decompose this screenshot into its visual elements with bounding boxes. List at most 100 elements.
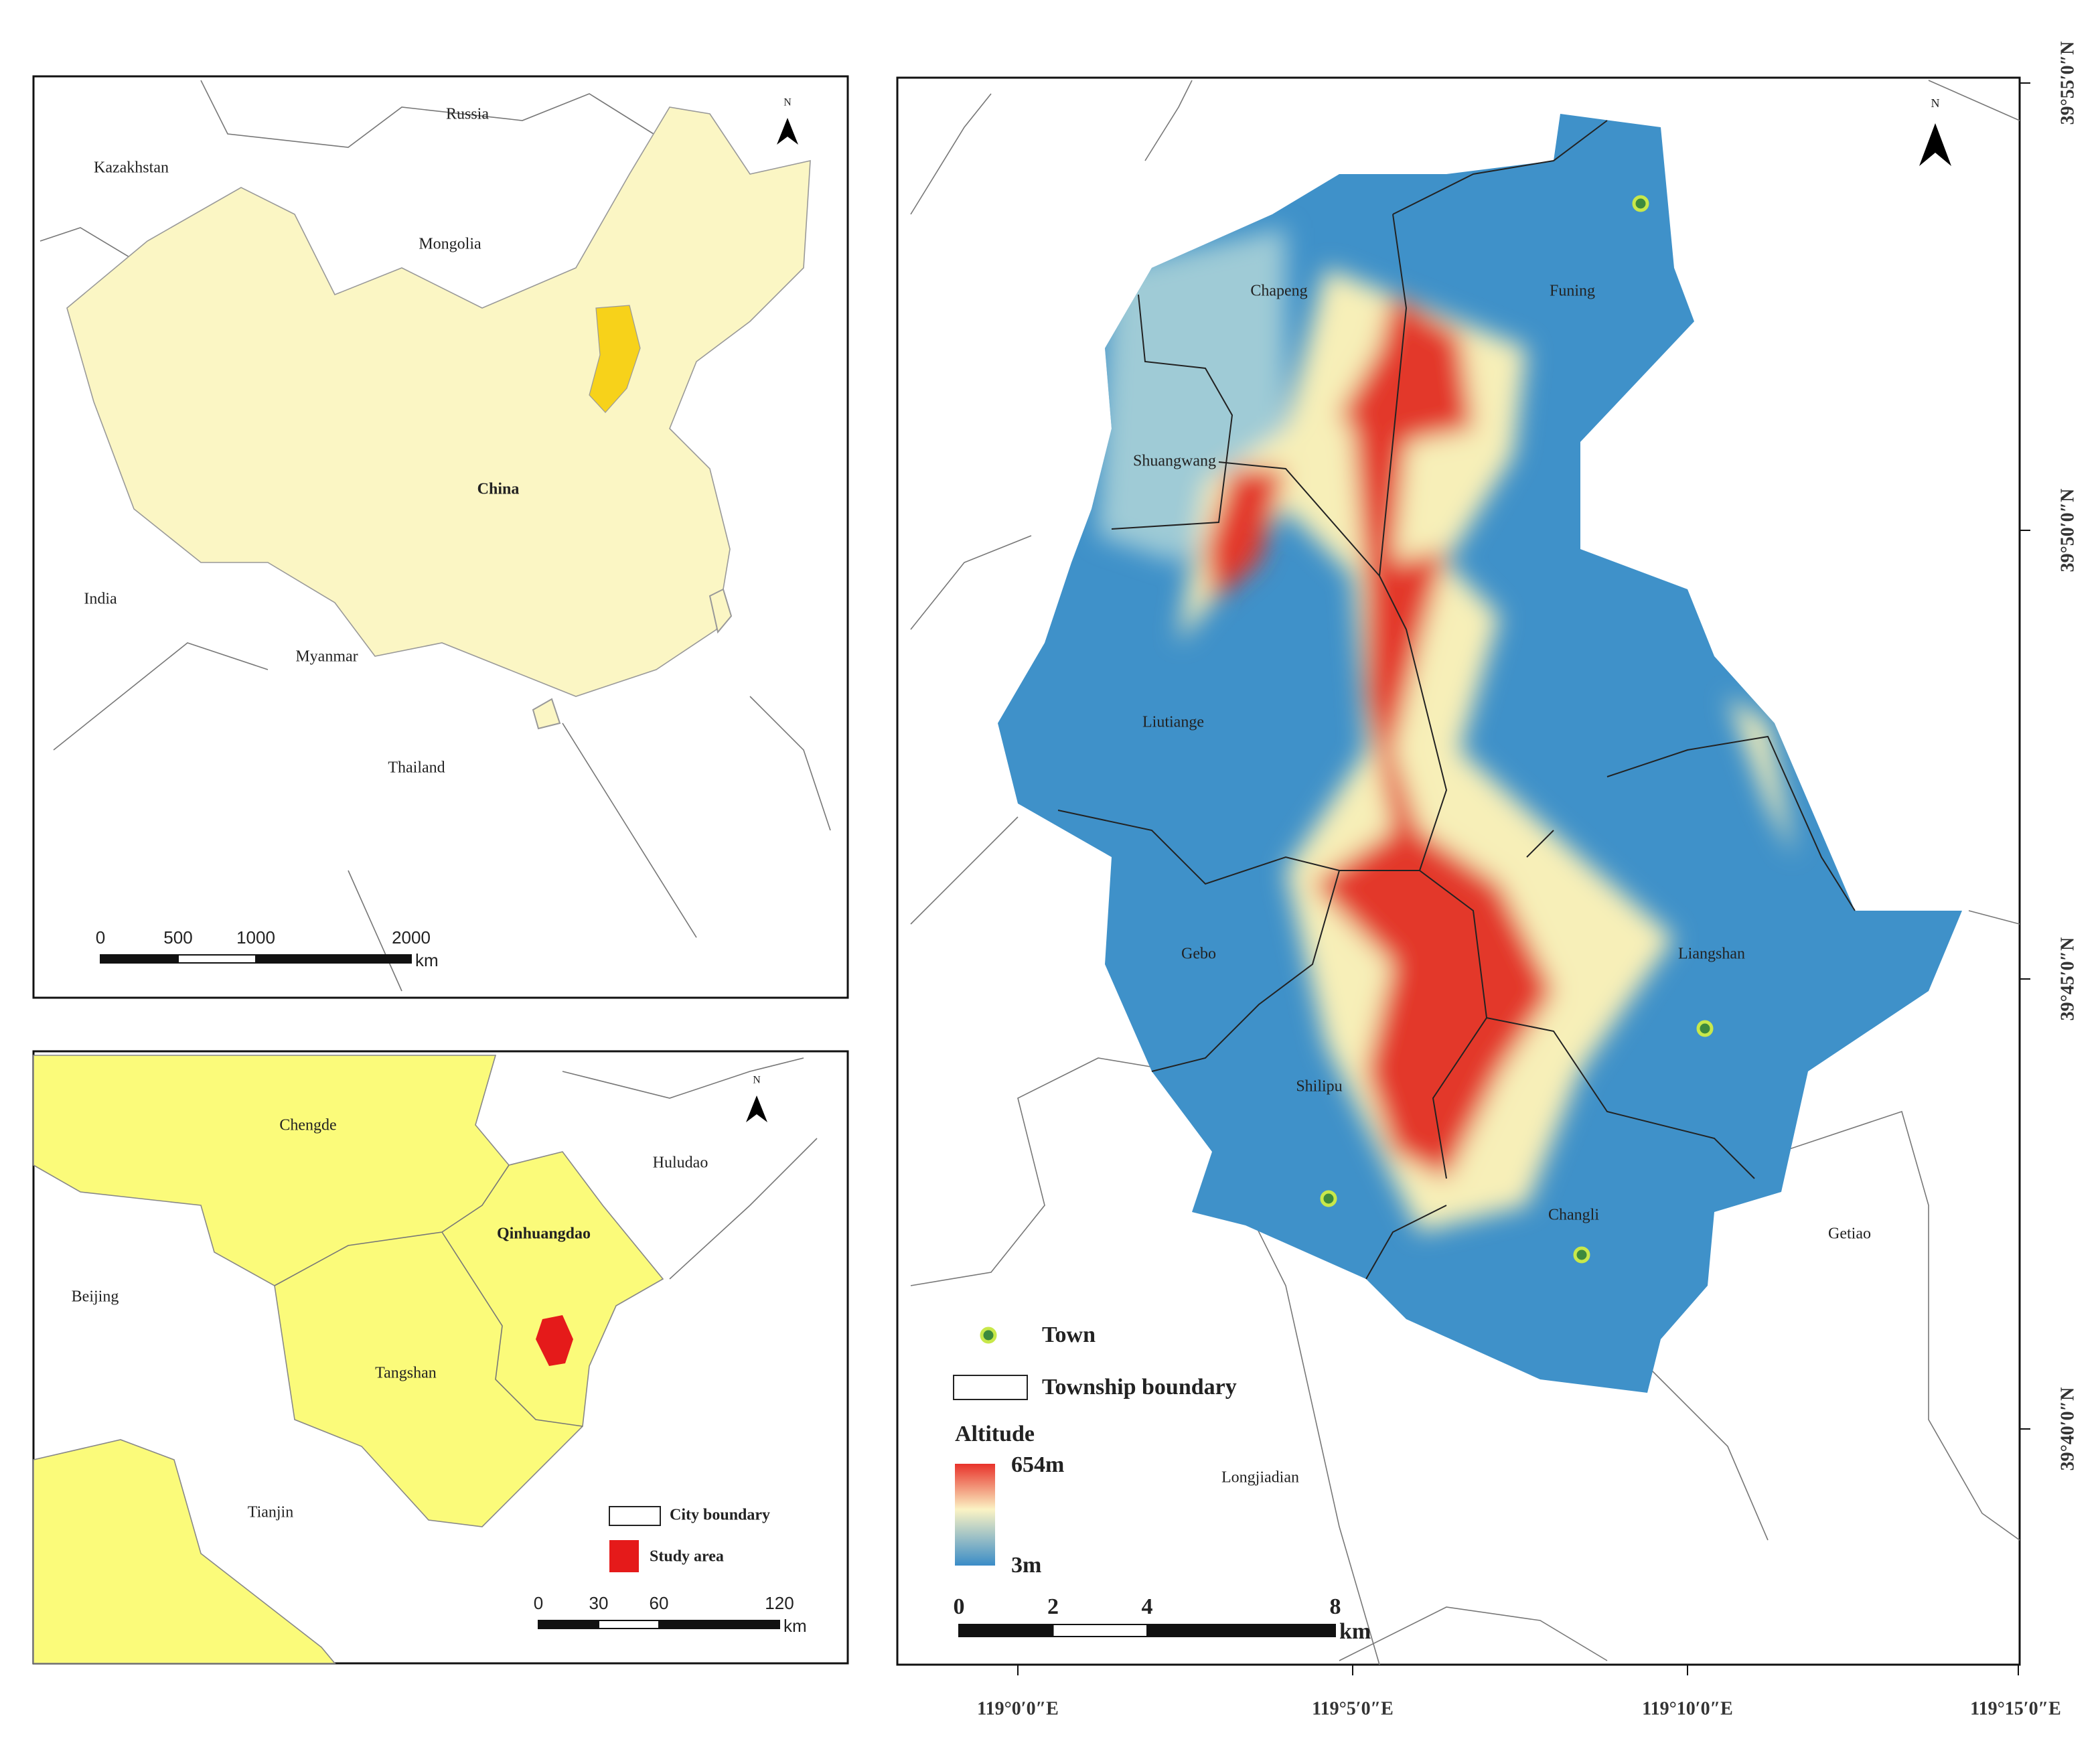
region-shape <box>33 1439 336 1664</box>
lat-label: 39°45′0″N <box>2057 937 2078 1021</box>
map-label: Longjiadian <box>1221 1469 1299 1487</box>
scale-unit: km <box>1339 1619 1371 1644</box>
panel-frame <box>896 76 2021 1666</box>
scale-bar: 0 2 4 8km <box>954 1594 1371 1644</box>
china-panel: N Russia Kazakhstan Mongolia China India… <box>32 75 849 999</box>
altitude-title: Altitude <box>955 1422 1035 1446</box>
map-label: China <box>477 481 520 498</box>
country-borders <box>40 80 831 992</box>
map-label: Tangshan <box>375 1365 437 1382</box>
map-label: Tianjin <box>248 1504 293 1521</box>
map-label: Liutiange <box>1142 714 1204 731</box>
township-boundaries <box>1057 120 1856 1280</box>
scale-tick-label: 0 <box>954 1594 965 1619</box>
scale-tick-label: 2000 <box>392 927 431 948</box>
map-label: Funing <box>1550 283 1595 300</box>
relief-zone <box>1205 469 1286 603</box>
outside-boundaries <box>910 80 2020 1665</box>
china-shape <box>66 106 811 697</box>
scale-tick-label: 0 <box>534 1593 543 1613</box>
lon-label: 119°10′0″E <box>1642 1698 1733 1719</box>
scale-tick-label: 60 <box>650 1593 669 1613</box>
north-arrow <box>1919 123 1951 166</box>
map-label: Huludao <box>653 1154 708 1172</box>
scale-unit: km <box>415 950 439 970</box>
map-label: Beijing <box>72 1288 119 1306</box>
map-label: Qinhuangdao <box>497 1225 591 1243</box>
taiwan <box>708 588 733 634</box>
scale-tick-label: 1000 <box>236 927 275 948</box>
city-borders <box>274 1057 818 1427</box>
hainan <box>532 698 561 730</box>
legend-swatch <box>609 1540 639 1572</box>
study-area <box>536 1315 573 1366</box>
scale-segment <box>1052 1624 1148 1637</box>
map-label: Changli <box>1548 1207 1599 1224</box>
map-label: Shilipu <box>1296 1078 1342 1095</box>
map-label: Kazakhstan <box>94 159 169 177</box>
scale-tick-label: 500 <box>163 927 192 948</box>
town-point <box>1696 1020 1714 1037</box>
scale-tick-label: 30 <box>589 1593 609 1613</box>
scale-segment <box>100 954 179 964</box>
north-arrow <box>777 118 798 145</box>
panel-frame <box>32 1050 849 1665</box>
lat-label: 39°50′0″N <box>2057 489 2078 573</box>
legend-label: Study area <box>650 1548 724 1566</box>
region-shape <box>33 1055 664 1527</box>
map-label: India <box>84 591 117 608</box>
scale-segment <box>658 1620 780 1629</box>
altitude-max: 654m <box>1011 1452 1064 1477</box>
legend-label: Town <box>1042 1322 1096 1347</box>
scale-unit: km <box>783 1616 807 1636</box>
lon-label: 119°0′0″E <box>977 1698 1059 1719</box>
scale-tick-label: 0 <box>96 927 105 948</box>
scale-segment <box>177 954 256 964</box>
north-label: N <box>783 97 792 108</box>
map-label: Shuangwang <box>1133 453 1216 470</box>
map-label: Chengde <box>279 1117 336 1134</box>
map-label: Getiao <box>1828 1225 1871 1243</box>
town-point <box>1632 195 1649 212</box>
map-label: Mongolia <box>419 236 481 253</box>
north-arrow <box>746 1095 767 1122</box>
relief-zone <box>1728 696 1795 857</box>
scale-tick-label: 4 <box>1142 1594 1153 1619</box>
legend-swatch <box>953 1375 1028 1400</box>
scale-tick-label: 2 <box>1047 1594 1059 1619</box>
map-label: Liangshan <box>1678 945 1745 963</box>
map-label: Russia <box>446 106 489 123</box>
altitude-ramp <box>955 1464 995 1566</box>
lat-label: 39°55′0″N <box>2057 42 2078 125</box>
town-point <box>1573 1246 1590 1264</box>
map-label: Myanmar <box>295 648 358 666</box>
region-panel: N Chengde Huludao Qinhuangdao Beijing Ta… <box>32 1050 849 1665</box>
map-label: Chapeng <box>1250 283 1307 300</box>
relief-zone <box>1312 295 1554 1179</box>
scale-segment <box>598 1620 660 1629</box>
scale-tick-label: 120 <box>765 1593 794 1613</box>
north-label: N <box>753 1075 761 1086</box>
lon-label: 119°15′0″E <box>1970 1698 2061 1719</box>
legend-swatch <box>609 1506 661 1526</box>
map-label: Thailand <box>388 759 445 777</box>
panel-frame <box>32 75 849 999</box>
map-label: Gebo <box>1181 945 1216 963</box>
town-point <box>1320 1190 1337 1207</box>
scale-segment <box>958 1624 1054 1637</box>
scale-bar: 0 30 60 120 km <box>534 1593 807 1636</box>
study-panel: N Chapeng Funing Shuangwang Liutiange Ge… <box>896 42 2078 1719</box>
graticule-ticks <box>1017 82 2030 1675</box>
legend-label: Township boundary <box>1042 1375 1237 1399</box>
lat-label: 39°40′0″N <box>2057 1387 2078 1471</box>
legend-swatch <box>980 1327 997 1344</box>
scale-segment <box>538 1620 599 1629</box>
scale-segment <box>255 954 412 964</box>
scale-segment <box>1146 1624 1336 1637</box>
hebei-shape <box>589 305 641 413</box>
scale-tick-label: 8 <box>1330 1594 1341 1619</box>
legend-label: City boundary <box>670 1507 770 1524</box>
north-label: N <box>1931 96 1940 110</box>
